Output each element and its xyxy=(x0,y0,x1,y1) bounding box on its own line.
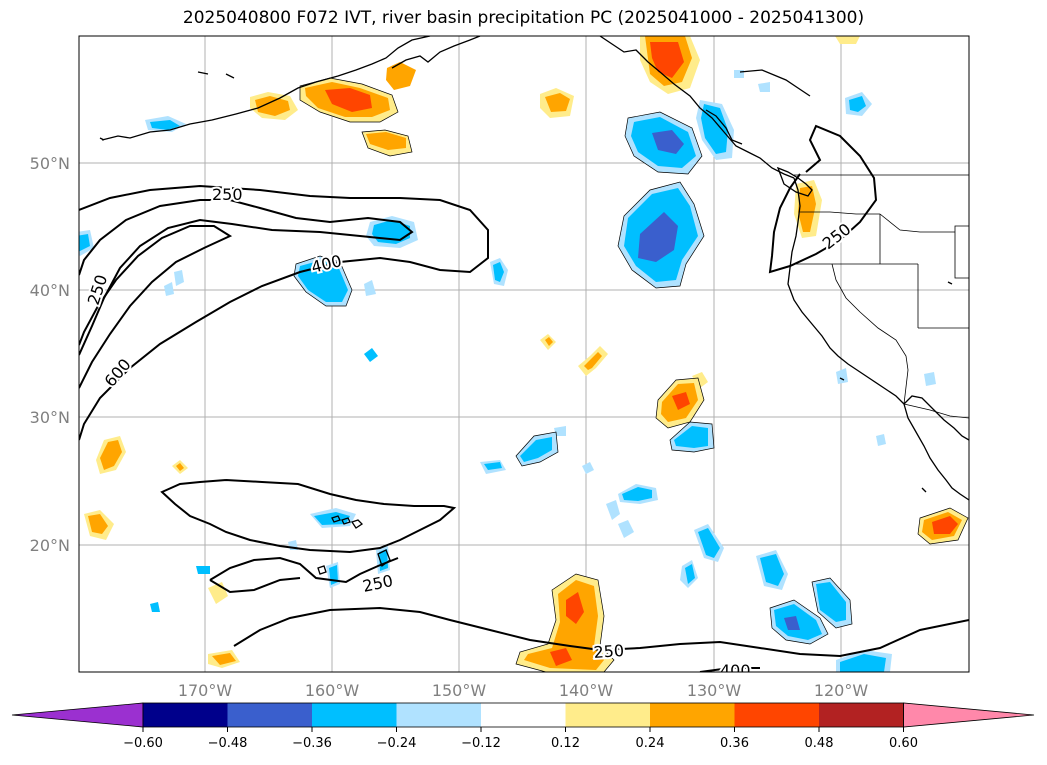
lon-tick-label: 150°W xyxy=(432,681,487,700)
colorbar-tick-label: 0.12 xyxy=(551,736,580,751)
colorbar-tick-label: 0.60 xyxy=(889,736,918,751)
lat-tick-label: 20°N xyxy=(30,536,70,555)
colorbar-tick-label: −0.48 xyxy=(208,736,248,751)
colorbar-segment xyxy=(143,703,228,727)
contour-label: 250 xyxy=(593,641,625,662)
map-title: 2025040800 F072 IVT, river basin precipi… xyxy=(182,8,865,28)
pc-contours-thin xyxy=(293,77,969,672)
lat-tick-label: 50°N xyxy=(30,154,70,173)
colorbar-segment xyxy=(396,703,482,727)
lat-tick-label: 40°N xyxy=(30,281,70,300)
colorbar-segment xyxy=(734,703,820,727)
colorbar-segment xyxy=(565,703,651,727)
colorbar-segment xyxy=(312,703,397,727)
colorbar-tick-label: −0.36 xyxy=(292,736,332,751)
lon-tick-label: 130°W xyxy=(687,681,742,700)
coastlines xyxy=(99,36,969,575)
colorbar-tick-label: 0.48 xyxy=(805,736,834,751)
lon-tick-labels: 170°W 160°W 150°W 140°W 130°W 120°W xyxy=(178,681,869,700)
ivt-contours xyxy=(79,124,969,672)
colorbar-segment xyxy=(650,703,735,727)
colorbar-segment xyxy=(481,703,566,727)
lon-tick-label: 140°W xyxy=(559,681,614,700)
lat-tick-labels: 50°N 40°N 30°N 20°N xyxy=(30,154,70,555)
lat-tick-label: 30°N xyxy=(30,408,70,427)
lon-tick-label: 170°W xyxy=(178,681,233,700)
colorbar-tick-label: 0.24 xyxy=(636,736,665,751)
contour-label: 400 xyxy=(720,661,751,680)
colorbar-extend-low xyxy=(11,702,144,728)
colorbar-segment xyxy=(819,703,904,727)
lon-tick-label: 160°W xyxy=(305,681,360,700)
lon-tick-label: 120°W xyxy=(814,681,869,700)
colorbar-outline xyxy=(142,702,904,728)
colorbar: −0.60 −0.48 −0.36 −0.24 −0.12 0.12 0.24 0.36 0.4… xyxy=(11,702,1035,751)
colorbar-tick-label: −0.12 xyxy=(461,736,501,751)
map-frame xyxy=(78,35,970,673)
colorbar-tick-label: −0.60 xyxy=(123,736,163,751)
map-background xyxy=(79,36,969,672)
colorbar-tick-label: 0.36 xyxy=(720,736,749,751)
colorbar-tick-label: −0.24 xyxy=(377,736,417,751)
colorbar-extend-high xyxy=(903,702,1035,728)
colorbar-segment xyxy=(227,703,313,727)
contour-label: 250 xyxy=(212,185,243,204)
political-borders xyxy=(794,174,969,419)
